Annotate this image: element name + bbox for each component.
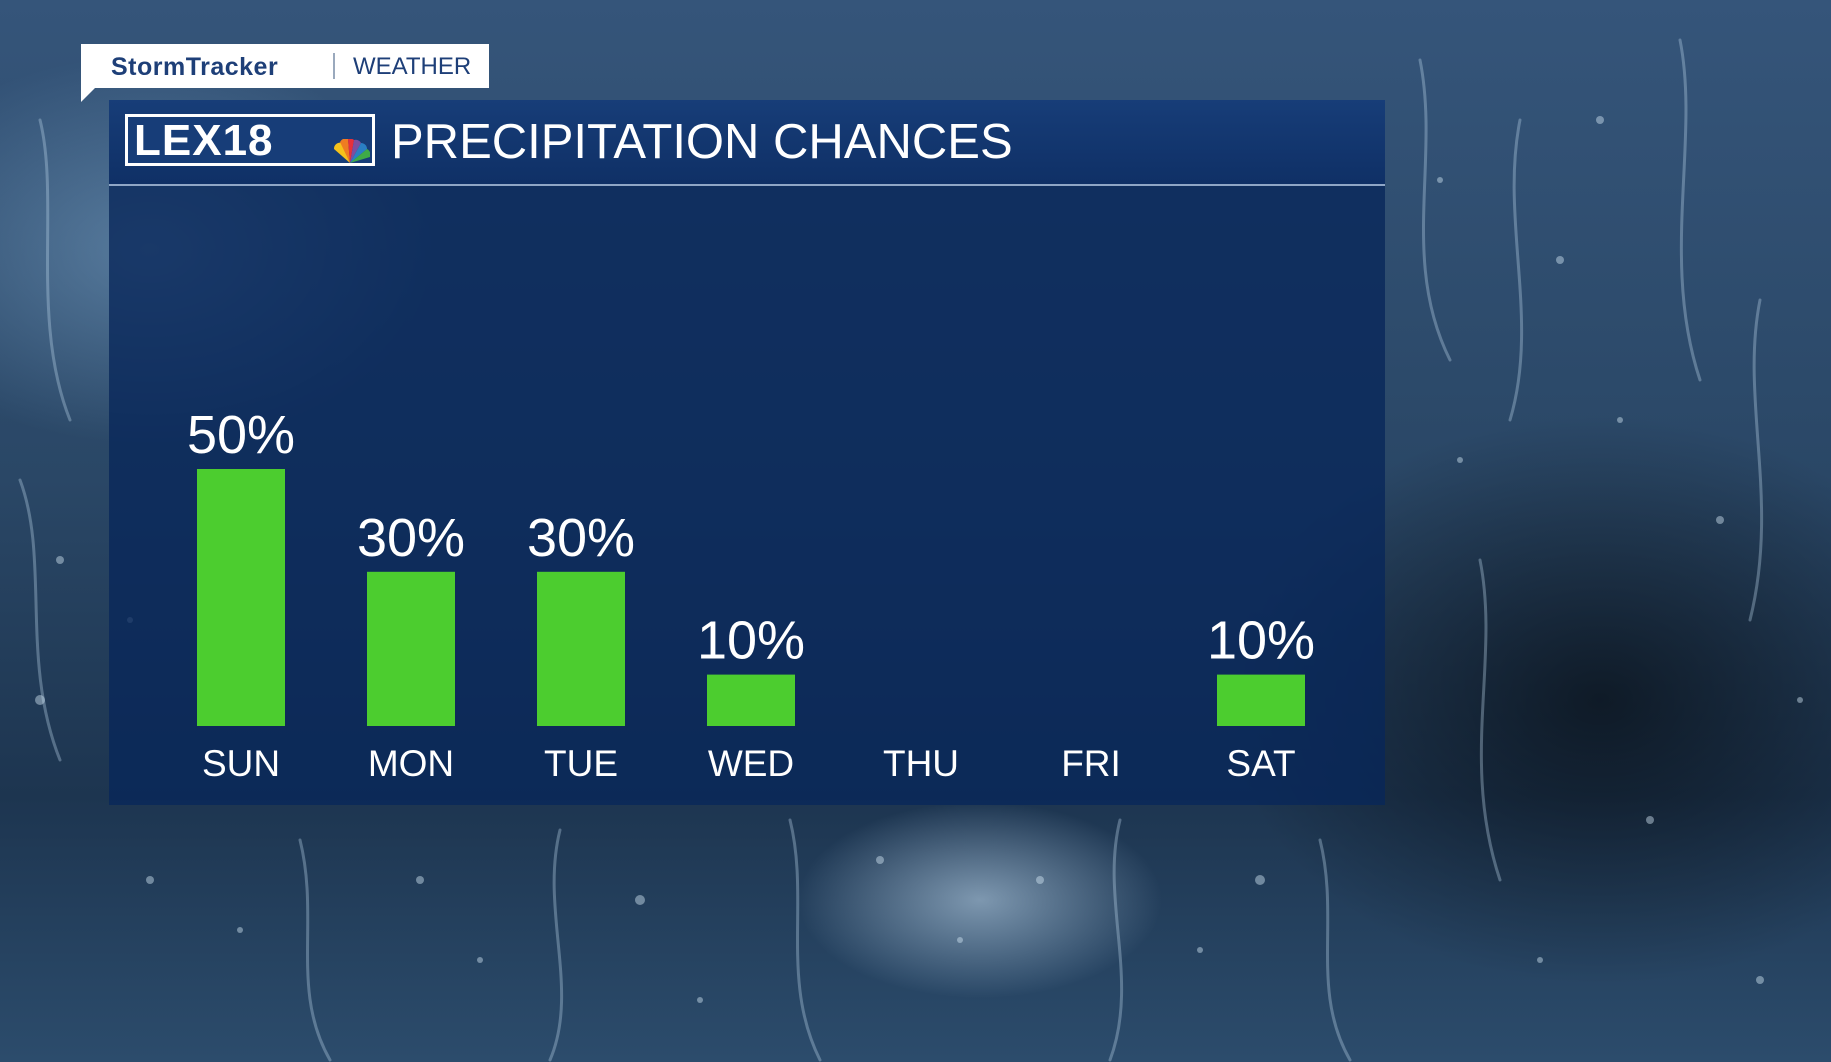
category-label-mon: MON xyxy=(368,743,454,784)
category-label-fri: FRI xyxy=(1061,743,1121,784)
value-label-mon: 30% xyxy=(357,508,465,568)
stormtracker-brand: StormTracker xyxy=(111,53,279,81)
precipitation-panel: LEX18 PRECIPITATION CHANCES 50% SUN 30% MON… xyxy=(109,100,1385,805)
bar-wed xyxy=(707,674,795,726)
bar-mon xyxy=(367,571,455,726)
weather-section-label: WEATHER xyxy=(353,53,472,80)
category-label-wed: WED xyxy=(708,743,794,784)
category-label-sat: SAT xyxy=(1226,743,1295,784)
peacock-icon xyxy=(333,139,370,163)
bar-sat xyxy=(1217,674,1305,726)
bar-tue xyxy=(537,571,625,726)
value-label-wed: 10% xyxy=(697,611,805,671)
precipitation-bar-chart: 50% SUN 30% MON 30% TUE 10% WED THU FRI 10% SAT xyxy=(187,405,1315,784)
tab-divider xyxy=(333,53,335,79)
stormtracker-tab: StormTracker WEATHER xyxy=(81,44,489,88)
value-label-tue: 30% xyxy=(527,508,635,568)
panel-header: LEX18 PRECIPITATION CHANCES xyxy=(109,100,1385,186)
panel-title: PRECIPITATION CHANCES xyxy=(391,115,1013,169)
category-label-sun: SUN xyxy=(202,743,280,784)
lex18-logo: LEX18 xyxy=(125,114,375,166)
value-label-sat: 10% xyxy=(1207,611,1315,671)
category-label-tue: TUE xyxy=(544,743,618,784)
tab-pointer xyxy=(81,86,97,102)
lex18-logo-text: LEX18 xyxy=(134,116,274,165)
bar-sun xyxy=(197,469,285,726)
value-label-sun: 50% xyxy=(187,405,295,465)
category-label-thu: THU xyxy=(883,743,959,784)
